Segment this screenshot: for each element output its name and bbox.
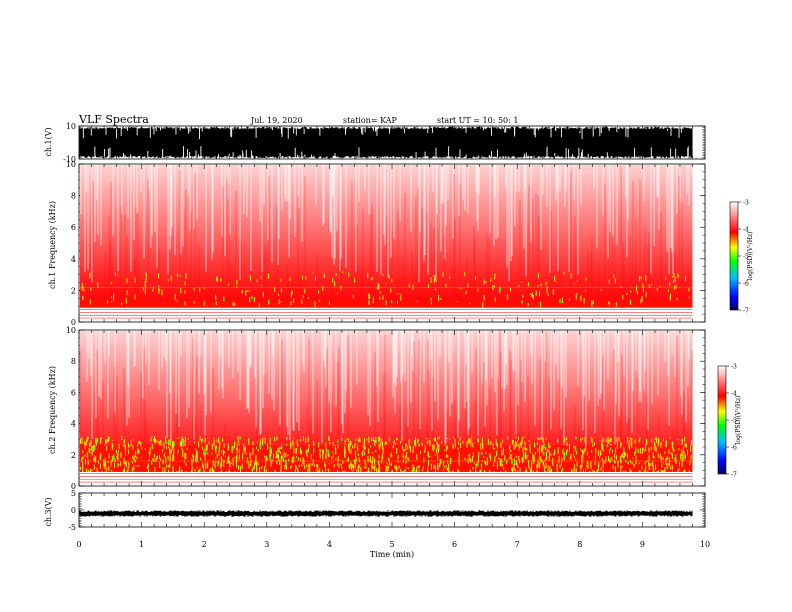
ch1-spectrogram-ytick-label: 4	[71, 255, 76, 264]
x-tick-label: 9	[640, 540, 645, 549]
ch2-spectrogram-ytick-label: 8	[71, 357, 76, 366]
ch2-spectrogram-panel: 0 2 4 6 8 10	[66, 326, 706, 491]
ch1-waveform-ytick-label: -10	[63, 155, 76, 164]
x-tick-label: 6	[452, 540, 457, 549]
ch2-frequency-ylabel: ch.2 Frequency (kHz)	[48, 366, 57, 454]
x-tick-label: 10	[700, 540, 710, 549]
ch2-spectrogram-ytick-label: 0	[71, 482, 76, 491]
ch1-spectrogram-ytick-label: 2	[71, 286, 76, 295]
x-tick-label: 1	[139, 540, 144, 549]
x-tick-label: 8	[577, 540, 582, 549]
ch1-spectrogram-ytick-label: 10	[66, 160, 76, 169]
start-time-label: start UT = 10: 50: 1	[437, 116, 518, 125]
colorbar-tick-label: -4	[743, 227, 749, 234]
ch2-spectrogram-ytick-label: 10	[66, 326, 76, 335]
colorbar-tick-label: -7	[743, 308, 749, 315]
colorbar-tick-label: -4	[731, 391, 737, 398]
ch2-colorbar: log(PSD)(V²/Hz)	[717, 365, 742, 475]
colorbar-tick-label: -7	[731, 472, 737, 479]
ch1-spectrogram-intensity	[80, 165, 693, 308]
ch1-frequency-ylabel: ch.1 Frequency (kHz)	[48, 201, 57, 289]
ch1-spectrogram-panel: 0 2 4 6 8 10	[66, 160, 706, 327]
ch1-spectrogram-ytick-label: 0	[71, 318, 76, 327]
ch3-waveform-ytick-label: -5	[68, 523, 76, 532]
x-tick-label: 0	[76, 540, 81, 549]
x-tick-label: 7	[515, 540, 520, 549]
ch1-voltage-ylabel: ch.1(V)	[44, 127, 53, 156]
x-tick-label: 2	[202, 540, 207, 549]
ch1-waveform-trace	[79, 126, 693, 159]
ch2-spectrogram-ytick-label: 6	[71, 388, 76, 397]
ch2-spectrogram-ytick-label: 4	[71, 420, 76, 429]
ch1-spectrogram-ytick-label: 8	[71, 192, 76, 201]
colorbar-tick-label: -3	[731, 364, 737, 371]
ch1-waveform-ytick-label: 10	[66, 122, 76, 131]
x-tick-label: 4	[327, 540, 332, 549]
ch1-colorbar: log(PSD)(V²/Hz)	[729, 201, 754, 311]
x-axis-label: Time (min)	[370, 550, 414, 559]
figure-title: VLF Spectra	[78, 113, 149, 126]
ch3-voltage-ylabel: ch.3(V)	[44, 497, 53, 526]
ch3-waveform-frame	[78, 492, 706, 528]
x-tick-label: 3	[264, 540, 269, 549]
date-label: Jul. 19, 2020	[250, 116, 303, 125]
ch2-spectrogram-ytick-label: 2	[71, 451, 76, 460]
ch3-waveform-trace	[79, 510, 693, 517]
colorbar-tick-label: -6	[731, 445, 737, 452]
x-tick-label: 5	[389, 540, 394, 549]
colorbar-tick-label: -5	[731, 418, 737, 425]
colorbar-tick-label: -3	[743, 200, 749, 207]
ch3-waveform-ytick-label: 5	[71, 489, 76, 498]
ch3-waveform-panel: 5 0 -5	[68, 489, 706, 532]
ch1-colorbar-label: log(PSD)(V²/Hz)	[747, 232, 754, 281]
colorbar-tick-label: -6	[743, 281, 749, 288]
ch1-waveform-panel: 10 -10	[63, 122, 706, 164]
ch2-colorbar-label: log(PSD)(V²/Hz)	[735, 396, 742, 445]
ch3-waveform-ytick-label: 0	[71, 506, 76, 515]
ch1-spectrogram-ytick-label: 6	[71, 223, 76, 232]
colorbar-tick-label: -5	[743, 254, 749, 261]
station-label: station= KAP	[343, 116, 398, 125]
